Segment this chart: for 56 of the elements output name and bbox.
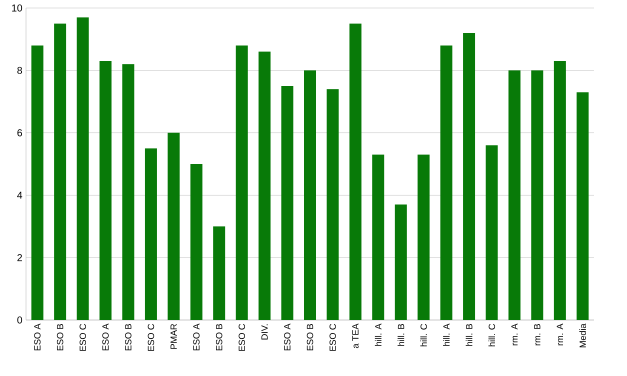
y-tick-label: 10 (12, 4, 22, 12)
x-tick-label: ESO B (125, 324, 132, 350)
bar (281, 86, 294, 320)
bar (304, 70, 316, 320)
x-tick-label: hill. A (374, 324, 382, 346)
bar (258, 52, 271, 320)
x-tick-label: rm. A (556, 324, 564, 346)
y-tick-label: 4 (17, 192, 22, 199)
bar (213, 226, 226, 320)
x-tick-label: ESO C (80, 324, 86, 351)
bar (531, 70, 544, 320)
bar (554, 61, 566, 320)
x-tick-label: hill. C (420, 324, 427, 346)
bar (144, 148, 157, 320)
x-tick-label: ESO A (102, 324, 109, 350)
x-tick-label: ESO B (306, 324, 314, 350)
x-tick-label: rm. A (511, 324, 518, 346)
x-tick-label: DIV. (261, 324, 268, 340)
x-tick-label: ESO C (148, 324, 154, 351)
bar (326, 89, 339, 320)
bar (463, 32, 476, 320)
y-tick-label: 0 (17, 316, 22, 324)
bar (122, 64, 134, 320)
x-tick-label: ESO B (216, 324, 222, 350)
x-tick-label: hill. B (398, 324, 404, 346)
bar (508, 70, 520, 320)
x-tick-label: hill. B (466, 324, 472, 346)
bar (486, 145, 498, 320)
bar (190, 164, 202, 320)
bar (440, 45, 452, 320)
bar (372, 154, 384, 320)
bar (236, 45, 248, 320)
bar (576, 92, 589, 320)
y-tick-label: 8 (17, 66, 22, 74)
bar (168, 132, 180, 320)
bar (349, 24, 362, 320)
x-tick-label: hill. A (443, 324, 450, 346)
x-tick-label: rm. B (534, 324, 540, 346)
x-tick-label: ESO A (34, 324, 41, 350)
bar (418, 154, 430, 320)
x-tick-label: ESO B (56, 324, 64, 350)
bar (76, 17, 89, 320)
x-tick-label: a TEA (352, 324, 359, 348)
x-tick-label: PMAR (170, 324, 177, 349)
bar (394, 204, 407, 320)
x-tick-label: ESO A (284, 324, 290, 350)
bar (100, 61, 112, 320)
y-tick-label: 2 (17, 254, 22, 262)
x-tick-label: hill. C (488, 324, 496, 346)
x-tick-label: ESO A (193, 324, 200, 350)
x-tick-label: ESO C (238, 324, 246, 351)
y-tick-label: 6 (17, 129, 22, 136)
bar (54, 24, 66, 320)
x-tick-label: Media (579, 324, 586, 348)
x-tick-label: ESO C (330, 324, 336, 351)
bar (31, 45, 44, 320)
